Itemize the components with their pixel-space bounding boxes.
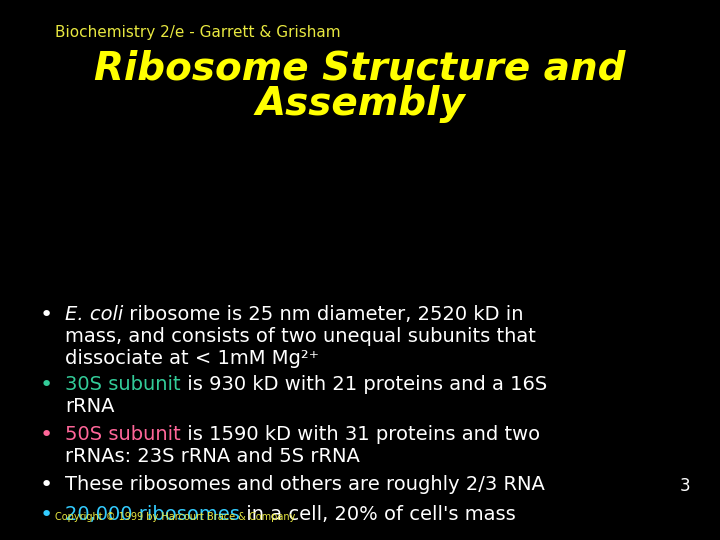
Text: E. coli: E. coli [65, 305, 123, 324]
Text: •: • [40, 475, 53, 495]
Text: 20,000 ribosomes: 20,000 ribosomes [65, 505, 240, 524]
Text: Assembly: Assembly [255, 85, 465, 123]
Text: ribosome is 25 nm diameter, 2520 kD in: ribosome is 25 nm diameter, 2520 kD in [123, 305, 523, 324]
Text: 50S subunit: 50S subunit [65, 425, 181, 444]
Text: •: • [40, 305, 53, 325]
Text: These ribosomes and others are roughly 2/3 RNA: These ribosomes and others are roughly 2… [65, 475, 545, 494]
Text: rRNAs: 23S rRNA and 5S rRNA: rRNAs: 23S rRNA and 5S rRNA [65, 447, 360, 466]
Text: Biochemistry 2/e - Garrett & Grisham: Biochemistry 2/e - Garrett & Grisham [55, 25, 341, 40]
Text: •: • [40, 505, 53, 525]
Text: is 930 kD with 21 proteins and a 16S: is 930 kD with 21 proteins and a 16S [181, 375, 547, 394]
Text: •: • [40, 425, 53, 445]
Text: Copyright © 1999 by Harcourt Brace & Company: Copyright © 1999 by Harcourt Brace & Com… [55, 512, 295, 522]
Text: mass, and consists of two unequal subunits that: mass, and consists of two unequal subuni… [65, 327, 536, 346]
Text: in a cell, 20% of cell's mass: in a cell, 20% of cell's mass [240, 505, 516, 524]
Text: dissociate at < 1mM Mg²⁺: dissociate at < 1mM Mg²⁺ [65, 349, 319, 368]
Text: 30S subunit: 30S subunit [65, 375, 181, 394]
Text: •: • [40, 375, 53, 395]
Text: 3: 3 [680, 477, 690, 495]
Text: Ribosome Structure and: Ribosome Structure and [94, 50, 626, 88]
Text: is 1590 kD with 31 proteins and two: is 1590 kD with 31 proteins and two [181, 425, 540, 444]
Text: rRNA: rRNA [65, 397, 114, 416]
